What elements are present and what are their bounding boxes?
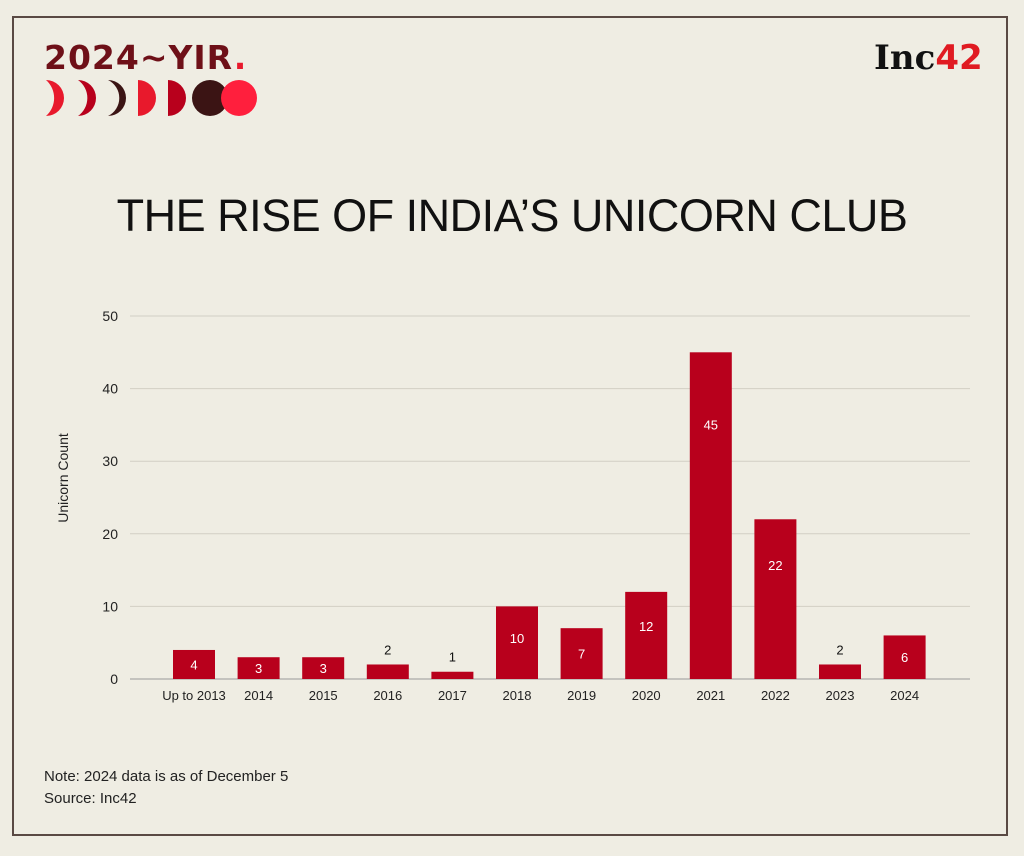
x-tick-label: 2020 <box>632 688 661 703</box>
x-tick-label: 2021 <box>696 688 725 703</box>
bar <box>173 649 215 679</box>
y-tick-label: 40 <box>102 381 118 397</box>
x-tick-label: 2017 <box>438 688 467 703</box>
data-label: 1 <box>449 650 456 665</box>
note-text: Note: 2024 data is as of December 5 <box>44 768 289 785</box>
data-label: 7 <box>578 647 585 662</box>
data-label: 45 <box>704 418 718 433</box>
x-tick-label: 2022 <box>761 688 790 703</box>
data-label: 2 <box>836 642 843 657</box>
x-tick-label: 2015 <box>309 688 338 703</box>
x-tick-label: 2014 <box>244 688 273 703</box>
y-tick-label: 10 <box>102 598 118 614</box>
y-tick-label: 0 <box>110 671 118 687</box>
y-axis-label: Unicorn Count <box>55 433 71 523</box>
x-tick-label: 2016 <box>373 688 402 703</box>
moon-phases-logo <box>46 80 257 116</box>
chart-title: THE RISE OF INDIA’S UNICORN CLUB <box>116 190 908 241</box>
yir-dot: . <box>233 38 248 77</box>
yir-logo: 2024~YIR. <box>44 38 248 77</box>
inc42-logo: Inc42 <box>874 38 983 78</box>
bar <box>560 628 603 679</box>
x-tick-label: 2023 <box>826 688 855 703</box>
x-tick-label: Up to 2013 <box>162 688 226 703</box>
y-tick-label: 30 <box>102 453 118 469</box>
bar <box>883 635 926 679</box>
data-label: 22 <box>768 558 782 573</box>
border-frame <box>12 16 1008 836</box>
bar <box>819 664 861 679</box>
x-tick-label: 2019 <box>567 688 596 703</box>
data-label: 10 <box>510 631 524 646</box>
data-label: 2 <box>384 642 391 657</box>
x-tick-label: 2018 <box>503 688 532 703</box>
bar <box>431 671 474 679</box>
data-label: 6 <box>901 650 908 665</box>
x-tick-label: 2024 <box>890 688 919 703</box>
bar <box>302 657 345 679</box>
source-text: Source: Inc42 <box>44 790 137 807</box>
bar <box>237 657 280 679</box>
bar <box>496 606 538 679</box>
y-tick-label: 50 <box>102 308 118 324</box>
bar <box>625 591 668 679</box>
bar <box>366 664 409 679</box>
data-label: 3 <box>255 661 262 676</box>
data-label: 12 <box>639 619 653 634</box>
bar <box>689 352 732 679</box>
y-tick-label: 20 <box>102 526 118 542</box>
data-label: 3 <box>320 661 327 676</box>
data-label: 4 <box>190 657 197 672</box>
bar <box>754 519 797 679</box>
